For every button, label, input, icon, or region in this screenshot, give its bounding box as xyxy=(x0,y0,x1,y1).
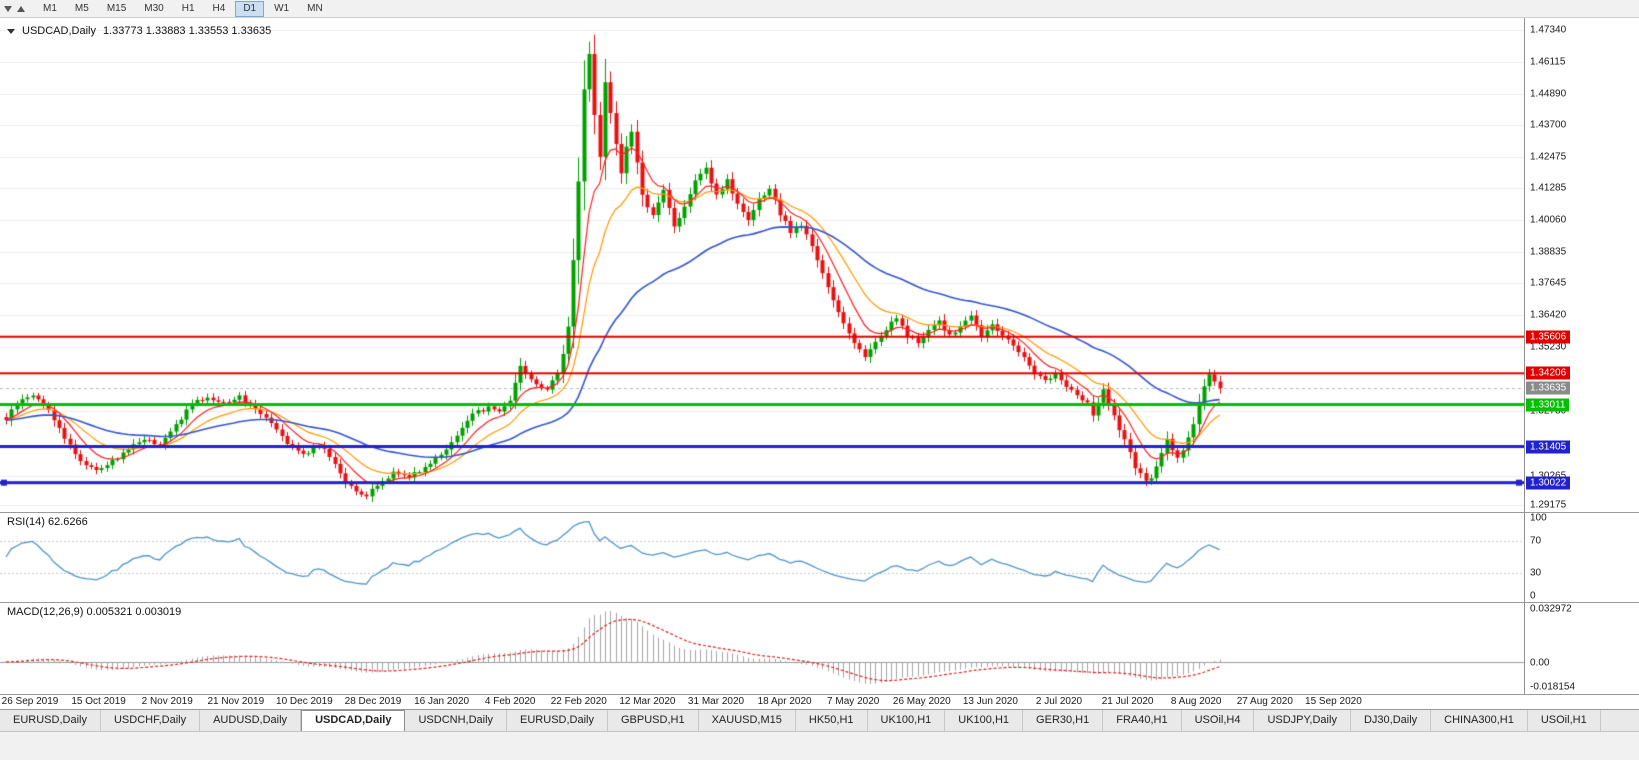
chart-tab-fra40-h1[interactable]: FRA40,H1 xyxy=(1103,710,1182,731)
chart-tab-usdchf-daily[interactable]: USDCHF,Daily xyxy=(101,710,201,731)
symbol-label: USDCAD,Daily xyxy=(22,25,96,37)
chart-tab-uk100-h1[interactable]: UK100,H1 xyxy=(868,710,946,731)
date-label: 21 Nov 2019 xyxy=(207,696,265,707)
timeframe-mn[interactable]: MN xyxy=(307,2,323,14)
macd-panel: MACD(12,26,9) 0.005321 0.003019 0.032972… xyxy=(0,602,1639,694)
timeframe-h1[interactable]: H1 xyxy=(181,2,195,14)
chart-tab-audusd-daily[interactable]: AUDUSD,Daily xyxy=(200,710,302,731)
chart-tabs-bar: EURUSD,Daily USDCHF,Daily AUDUSD,Daily USDC… xyxy=(0,709,1639,731)
rsi-axis-label: 100 xyxy=(1530,512,1547,524)
ohlc-values: 1.33773 1.33883 1.33553 1.33635 xyxy=(102,25,272,37)
price-label: 1.44890 xyxy=(1530,88,1567,100)
triangle-down-icon[interactable] xyxy=(4,5,12,12)
price-label: 1.41285 xyxy=(1530,182,1567,194)
rsi-axis-label: 0 xyxy=(1530,590,1536,602)
timeframe-h4[interactable]: H4 xyxy=(212,2,226,14)
price-chart-canvas[interactable] xyxy=(0,18,1524,512)
chart-tab-dj30-daily[interactable]: DJ30,Daily xyxy=(1351,710,1432,731)
chart-tab-usoil-h1[interactable]: USOil,H1 xyxy=(1528,710,1601,731)
chart-tab-usdcad-daily[interactable]: USDCAD,Daily xyxy=(301,710,406,731)
rsi-panel: RSI(14) 62.6266 100 70 30 0 xyxy=(0,512,1639,602)
price-label: 1.36420 xyxy=(1530,309,1567,321)
price-label: 1.38835 xyxy=(1530,246,1567,258)
date-label: 8 Aug 2020 xyxy=(1170,696,1222,707)
price-label: 1.47340 xyxy=(1530,24,1567,36)
panel-separator[interactable] xyxy=(0,602,1639,603)
chart-tab-china300-h1[interactable]: CHINA300,H1 xyxy=(1431,710,1528,731)
date-label: 15 Sep 2020 xyxy=(1305,696,1362,707)
chart-tab-eurusd-daily[interactable]: EURUSD,Daily xyxy=(507,710,608,731)
chart-tab-hk50-h1[interactable]: HK50,H1 xyxy=(796,710,868,731)
rsi-axis[interactable]: 100 70 30 0 xyxy=(1524,512,1639,602)
timeframe-m1[interactable]: M1 xyxy=(43,2,57,14)
time-axis[interactable]: 26 Sep 2019 15 Oct 2019 2 Nov 2019 21 Nov 2… xyxy=(0,694,1639,709)
price-line-badge: 1.33011 xyxy=(1526,398,1570,411)
timeframe-bar: M1 M5 M15 M30 H1 H4 D1 W1 MN xyxy=(35,0,331,17)
timeframe-m15[interactable]: M15 xyxy=(106,2,127,14)
macd-canvas[interactable] xyxy=(0,602,1524,694)
chart-tab-ger30-h1[interactable]: GER30,H1 xyxy=(1023,710,1104,731)
triangle-up-icon[interactable] xyxy=(17,5,25,12)
rsi-label: RSI(14) 62.6266 xyxy=(7,516,88,528)
timeframe-toolbar: M1 M5 M15 M30 H1 H4 D1 W1 MN xyxy=(0,0,1639,18)
price-label: 1.37645 xyxy=(1530,277,1567,289)
rsi-axis-label: 70 xyxy=(1530,535,1542,547)
price-label: 1.43700 xyxy=(1530,119,1567,131)
chart-tab-usdjpy-daily[interactable]: USDJPY,Daily xyxy=(1254,710,1351,731)
timeframe-m30[interactable]: M30 xyxy=(144,2,164,14)
date-label: 16 Jan 2020 xyxy=(414,696,470,707)
date-label: 28 Dec 2019 xyxy=(344,696,402,707)
macd-label: MACD(12,26,9) 0.005321 0.003019 xyxy=(7,606,182,618)
macd-axis-label: 0.00 xyxy=(1530,657,1550,668)
chart-tab-usdcnh-daily[interactable]: USDCNH,Daily xyxy=(405,710,508,731)
status-bar xyxy=(0,731,1639,760)
date-label: 27 Aug 2020 xyxy=(1236,696,1293,707)
chart-title: USDCAD,Daily 1.33773 1.33883 1.33553 1.3… xyxy=(7,25,271,37)
date-label: 21 Jul 2020 xyxy=(1101,696,1154,707)
chart-tab-gbpusd-h1[interactable]: GBPUSD,H1 xyxy=(608,710,699,731)
date-label: 10 Dec 2019 xyxy=(276,696,333,707)
current-price-badge: 1.33635 xyxy=(1526,381,1571,395)
price-axis[interactable]: 1.47340 1.46115 1.44890 1.43700 1.42475 1.412… xyxy=(1524,18,1639,512)
price-label: 1.35230 xyxy=(1530,341,1567,352)
collapse-triangle-icon[interactable] xyxy=(7,28,15,34)
timeframe-w1[interactable]: W1 xyxy=(274,2,290,14)
date-label: 13 Jun 2020 xyxy=(962,696,1018,707)
main-chart-panel: USDCAD,Daily 1.33773 1.33883 1.33553 1.3… xyxy=(0,18,1639,512)
price-label: 1.46115 xyxy=(1530,56,1566,68)
date-label: 18 Apr 2020 xyxy=(757,696,812,707)
chart-tab-xauusd-m15[interactable]: XAUUSD,M15 xyxy=(699,710,796,731)
price-line-badge: 1.35606 xyxy=(1526,330,1571,344)
price-line-badge: 1.34206 xyxy=(1526,366,1571,380)
rsi-axis-label: 30 xyxy=(1530,567,1542,579)
date-label: 22 Feb 2020 xyxy=(550,696,607,707)
macd-axis-label: 0.032972 xyxy=(1530,603,1572,615)
toolbar-grip xyxy=(4,5,25,12)
date-label: 12 Mar 2020 xyxy=(619,696,676,707)
price-label: 1.29175 xyxy=(1530,499,1567,511)
chart-tab-eurusd-daily[interactable]: EURUSD,Daily xyxy=(0,710,101,731)
date-label: 2 Jul 2020 xyxy=(1035,696,1083,707)
chart-tab-usoil-h4[interactable]: USOil,H4 xyxy=(1182,710,1255,731)
macd-axis[interactable]: 0.032972 0.00 -0.018154 xyxy=(1524,602,1639,694)
chart-tab-uk100-h1[interactable]: UK100,H1 xyxy=(945,710,1024,731)
date-label: 7 May 2020 xyxy=(827,696,880,707)
date-label: 4 Feb 2020 xyxy=(484,696,536,707)
rsi-canvas[interactable] xyxy=(0,512,1524,602)
date-label: 2 Nov 2019 xyxy=(141,696,193,707)
date-label: 26 May 2020 xyxy=(892,696,951,707)
date-label: 31 Mar 2020 xyxy=(687,696,745,707)
macd-axis-label: -0.018154 xyxy=(1530,681,1576,693)
panel-separator xyxy=(0,694,1639,695)
price-label: 1.42475 xyxy=(1530,151,1567,163)
timeframe-m5[interactable]: M5 xyxy=(74,2,89,14)
price-line-badge: 1.31405 xyxy=(1526,440,1571,453)
price-label: 1.40060 xyxy=(1530,214,1567,226)
price-line-badge: 1.30022 xyxy=(1526,476,1571,490)
panel-separator[interactable] xyxy=(0,512,1639,513)
timeframe-d1[interactable]: D1 xyxy=(235,0,265,17)
date-label: 15 Oct 2019 xyxy=(71,696,126,707)
date-label: 26 Sep 2019 xyxy=(1,696,59,707)
